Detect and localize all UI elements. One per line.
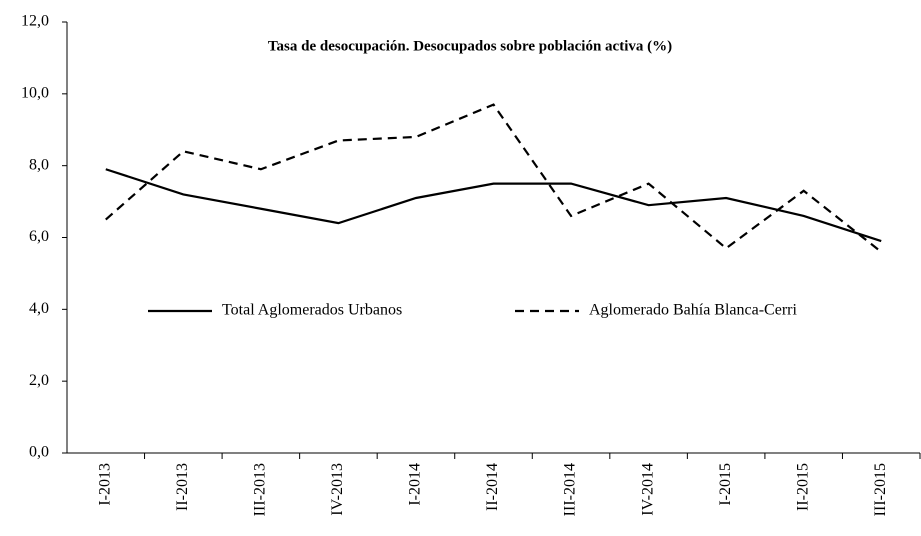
- y-tick-label: 2,0: [29, 372, 49, 389]
- x-tick-label: III-2015: [872, 463, 889, 516]
- x-tick-label: II-2015: [794, 463, 811, 511]
- x-tick-label: II-2014: [484, 463, 501, 511]
- x-tick-label: I-2015: [717, 463, 734, 506]
- series-line: [105, 103, 882, 253]
- series-line: [105, 168, 882, 243]
- y-tick-label: 6,0: [29, 228, 49, 245]
- x-tick-label: III-2013: [252, 463, 269, 516]
- x-tick-label: II-2013: [174, 463, 191, 511]
- y-tick-label: 10,0: [21, 85, 49, 102]
- x-tick-label: IV-2013: [329, 463, 346, 516]
- y-tick-label: 0,0: [29, 444, 49, 461]
- x-tick-label: I-2013: [96, 463, 113, 506]
- chart-title: Tasa de desocupación. Desocupados sobre …: [268, 38, 672, 54]
- x-tick-label: III-2014: [562, 463, 579, 516]
- x-tick-label: I-2014: [407, 463, 424, 506]
- x-tick-label: IV-2014: [639, 463, 656, 516]
- legend-label: Total Aglomerados Urbanos: [222, 302, 402, 319]
- y-tick-label: 4,0: [29, 300, 49, 317]
- legend-label: Aglomerado Bahía Blanca-Cerri: [589, 302, 797, 319]
- y-tick-label: 8,0: [29, 156, 49, 173]
- y-tick-label: 12,0: [21, 13, 49, 30]
